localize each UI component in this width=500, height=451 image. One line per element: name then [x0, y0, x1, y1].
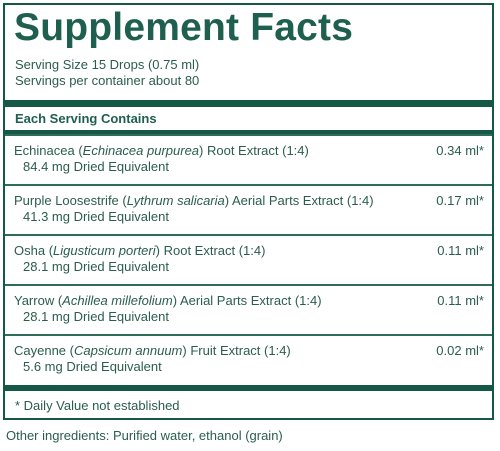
ingredient-amount: 0.11 ml*: [437, 293, 484, 308]
ingredient-part: Root Extract (1:4): [163, 243, 266, 258]
ingredient-row: Cayenne (Capsicum annuum) Fruit Extract …: [5, 334, 492, 385]
ingredient-amount: 0.11 ml*: [437, 243, 484, 258]
ingredient-name: Purple Loosestrife: [14, 193, 119, 208]
ingredient-latin: Echinacea purpurea: [82, 143, 200, 158]
panel-title: Supplement Facts: [14, 6, 354, 49]
ingredient-part: Root Extract (1:4): [206, 143, 309, 158]
ingredient-dried-equivalent: 41.3 mg Dried Equivalent: [23, 209, 169, 224]
ingredient-part: Aerial Parts Extract (1:4): [179, 293, 322, 308]
ingredient-dried-equivalent: 28.1 mg Dried Equivalent: [23, 259, 169, 274]
ingredient-part: Aerial Parts Extract (1:4): [232, 193, 374, 208]
header-divider: [5, 130, 492, 134]
ingredient-row: Yarrow (Achillea millefolium) Aerial Par…: [5, 284, 492, 334]
supplement-facts-panel: Supplement Facts Serving Size 15 Drops (…: [3, 3, 494, 420]
ingredient-row: Purple Loosestrife (Lythrum salicaria) A…: [5, 184, 492, 234]
ingredient-row: Osha (Ligusticum porteri) Root Extract (…: [5, 234, 492, 284]
daily-value-footnote: * Daily Value not established: [15, 398, 180, 413]
ingredient-latin: Lythrum salicaria: [126, 193, 225, 208]
ingredient-latin: Achillea millefolium: [62, 293, 173, 308]
thick-divider: [5, 100, 492, 107]
ingredient-dried-equivalent: 28.1 mg Dried Equivalent: [23, 309, 169, 324]
ingredient-dried-equivalent: 84.4 mg Dried Equivalent: [23, 159, 169, 174]
ingredient-name: Yarrow: [14, 293, 55, 308]
ingredient-part: Fruit Extract (1:4): [190, 343, 291, 358]
ingredient-amount: 0.17 ml*: [436, 193, 484, 208]
ingredient-dried-equivalent: 5.6 mg Dried Equivalent: [23, 359, 162, 374]
bottom-divider: [5, 385, 492, 391]
ingredient-name: Echinacea: [14, 143, 75, 158]
each-serving-header: Each Serving Contains: [15, 111, 157, 126]
ingredient-latin: Capsicum annuum: [74, 343, 183, 358]
ingredient-name: Cayenne: [14, 343, 67, 358]
ingredient-row: Echinacea (Echinacea purpurea) Root Extr…: [5, 134, 492, 184]
ingredient-latin: Ligusticum porteri: [53, 243, 156, 258]
servings-per-container: Servings per container about 80: [15, 73, 200, 88]
ingredient-amount: 0.34 ml*: [436, 143, 484, 158]
serving-size: Serving Size 15 Drops (0.75 ml): [15, 57, 200, 72]
ingredient-amount: 0.02 ml*: [436, 343, 484, 358]
other-ingredients: Other ingredients: Purified water, ethan…: [6, 428, 283, 443]
serving-info: Serving Size 15 Drops (0.75 ml) Servings…: [15, 57, 199, 89]
ingredient-name: Osha: [14, 243, 46, 258]
